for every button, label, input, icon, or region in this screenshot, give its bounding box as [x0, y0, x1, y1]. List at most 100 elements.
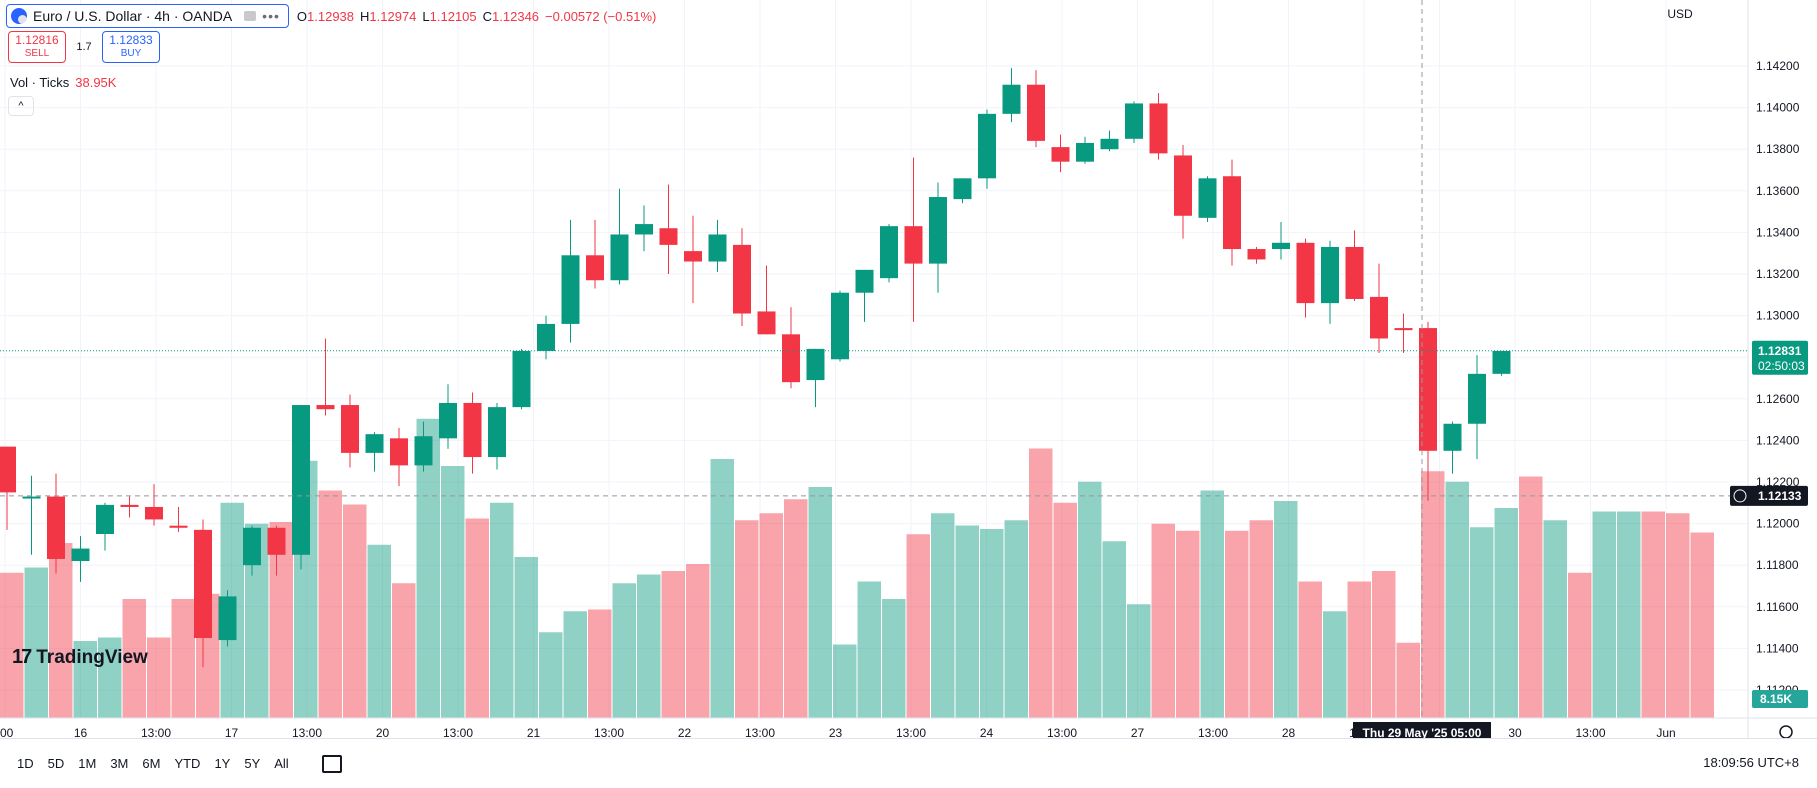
period-1m[interactable]: 1M [78, 756, 97, 771]
volume-bar [73, 641, 97, 718]
candle-body [733, 244, 751, 314]
last-price-badge [1752, 340, 1808, 375]
volume-bar [955, 525, 979, 718]
volume-bar [1151, 523, 1175, 718]
buy-label: BUY [120, 48, 142, 59]
period-5d[interactable]: 5D [47, 756, 65, 771]
sell-price: 1.12816 [15, 33, 59, 47]
period-1y[interactable]: 1Y [214, 756, 231, 771]
candle-body [390, 438, 408, 466]
volume-bar [1445, 481, 1469, 718]
sell-button[interactable]: 1.12816 SELL [8, 31, 66, 63]
volume-bar [1127, 604, 1151, 718]
price-tick-label: 1.14200 [1756, 59, 1800, 73]
candle-body [1174, 155, 1192, 216]
currency-selector[interactable]: USD [1667, 7, 1693, 21]
volume-bar [563, 611, 587, 718]
time-tick-label: 16 [74, 726, 88, 738]
candle-body [978, 113, 996, 179]
volume-legend: Vol · Ticks 38.95K [10, 75, 116, 90]
ohlc-values: O1.12938 H1.12974 L1.12105 C1.12346 −0.0… [297, 9, 656, 24]
price-chart[interactable]: 1.14200 1.14000 1.13800 1.13600 1.13400 1.132… [0, 0, 1817, 738]
time-tick-label: 23 [829, 726, 843, 738]
date-range-icon[interactable] [321, 754, 342, 773]
buy-button[interactable]: 1.12833 BUY [102, 31, 160, 63]
period-1d[interactable]: 1D [17, 756, 34, 771]
candle-body [1370, 296, 1388, 339]
volume-bar [1323, 611, 1347, 718]
price-tick-label: 1.11400 [1756, 641, 1799, 655]
candle-body [71, 548, 90, 562]
volume-bar [784, 499, 808, 718]
candle-body [1223, 176, 1241, 250]
collapse-legend-button[interactable]: ^ [8, 96, 34, 116]
legend-bar: Euro / U.S. Dollar · 4h · OANDA ••• O1.1… [6, 4, 656, 28]
period-5y[interactable]: 5Y [244, 756, 261, 771]
volume-bar [1641, 511, 1665, 718]
candle-body [194, 529, 212, 638]
countdown-label: 02:50:03 [1758, 359, 1805, 373]
crosshair-price-badge [1730, 485, 1808, 506]
period-6m[interactable]: 6M [142, 756, 161, 771]
volume-bar [1200, 490, 1224, 718]
time-tick-label: 13:00 [594, 726, 624, 738]
volume-last-label: 8.15K [1760, 692, 1792, 706]
volume-bar [735, 520, 759, 718]
volume-bar [1543, 520, 1567, 718]
crosshair-time-label: Thu 29 May '25 05:00 [1363, 726, 1482, 738]
candle-body [1321, 246, 1339, 304]
time-tick-label: 13:00 [745, 726, 775, 738]
volume-bar [612, 583, 636, 718]
candle-body [0, 446, 16, 493]
sell-label: SELL [24, 48, 50, 59]
candle-body [169, 525, 188, 528]
volume-bar [1372, 571, 1396, 718]
candle-body [292, 405, 310, 555]
volume-bar [980, 529, 1004, 718]
candle-body [904, 226, 923, 264]
time-tick-label: 28 [1282, 726, 1296, 738]
candle-body [855, 269, 874, 293]
more-options-icon[interactable]: ••• [262, 8, 280, 24]
volume-bar [882, 599, 906, 718]
candle-body [635, 224, 653, 235]
tradingview-logo: 17 TradingView [12, 646, 148, 669]
price-tick-label: 1.12200 [1756, 475, 1800, 489]
period-all[interactable]: All [274, 756, 289, 771]
period-ytd[interactable]: YTD [174, 756, 201, 771]
bottom-toolbar: 1D 5D 1M 3M 6M YTD 1Y 5Y All 18:09:56 UT… [0, 738, 1817, 788]
candle-body [1198, 178, 1217, 218]
candle-body [880, 226, 898, 279]
volume-bar [686, 564, 710, 718]
candle-body [243, 527, 261, 566]
volume-bar [392, 583, 416, 718]
price-tick-label: 1.12400 [1756, 433, 1800, 447]
time-tick-label: 13:00 [141, 726, 171, 738]
change-value: −0.00572 (−0.51%) [545, 8, 657, 24]
time-tick-label: 30 [1508, 726, 1522, 738]
candle-body [1443, 423, 1462, 451]
add-alert-icon [1733, 489, 1747, 503]
volume-bar [514, 557, 538, 718]
candle-body [120, 504, 139, 507]
symbol-title: Euro / U.S. Dollar · 4h · OANDA [33, 8, 233, 24]
symbol-selector[interactable]: Euro / U.S. Dollar · 4h · OANDA ••• [6, 4, 289, 28]
candle-body [47, 496, 65, 559]
eye-icon[interactable] [244, 11, 257, 21]
crosshair-price-label: 1.12133 [1758, 489, 1802, 503]
volume-bar [1225, 530, 1249, 718]
period-3m[interactable]: 3M [110, 756, 129, 771]
volume-bar [416, 418, 440, 718]
candle-body [684, 251, 702, 262]
candle-body [1272, 242, 1290, 250]
candle-body [488, 407, 506, 458]
clock[interactable]: 18:09:56 UTC+8 [1703, 755, 1799, 770]
volume-bar [1470, 527, 1494, 718]
candle-body [782, 334, 800, 383]
candle-body [512, 350, 531, 408]
candle-body [1419, 328, 1437, 451]
volume-bar [1494, 508, 1518, 718]
candle-body [463, 402, 482, 458]
volume-bar [931, 513, 955, 718]
volume-bar [1029, 448, 1053, 718]
